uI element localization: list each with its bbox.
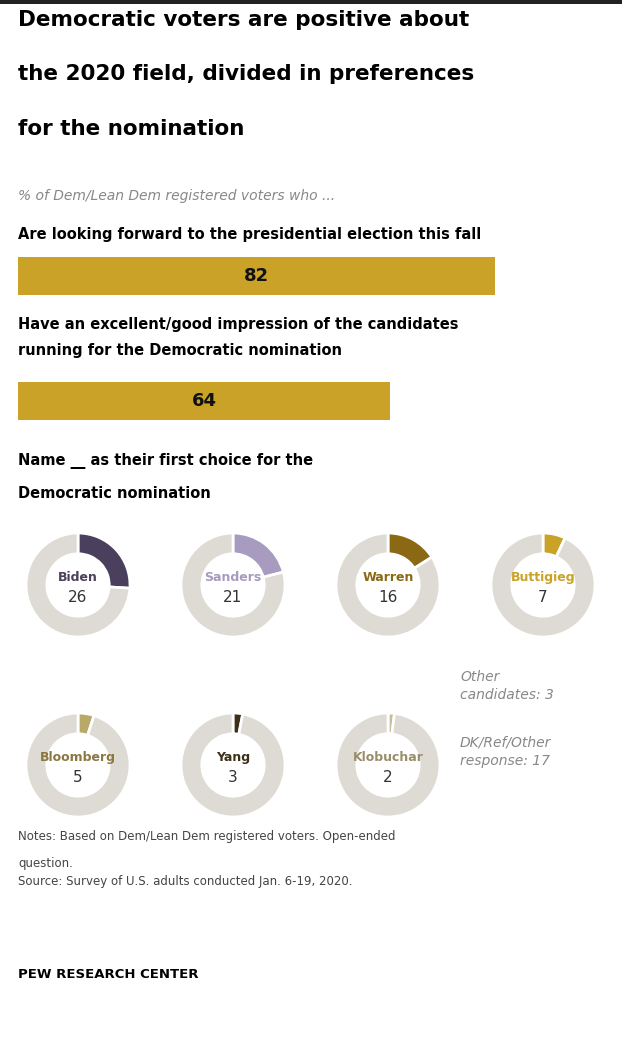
Wedge shape [233, 533, 284, 578]
Wedge shape [388, 533, 432, 568]
Wedge shape [78, 713, 94, 735]
Text: question.: question. [18, 857, 73, 869]
Text: Democratic voters are positive about: Democratic voters are positive about [18, 10, 469, 30]
Text: Buttigieg: Buttigieg [511, 571, 575, 584]
Wedge shape [181, 713, 285, 817]
Text: Are looking forward to the presidential election this fall: Are looking forward to the presidential … [18, 228, 481, 243]
Text: 7: 7 [538, 590, 548, 606]
Text: the 2020 field, divided in preferences: the 2020 field, divided in preferences [18, 64, 474, 84]
Text: Bloomberg: Bloomberg [40, 751, 116, 763]
Text: running for the Democratic nomination: running for the Democratic nomination [18, 343, 342, 358]
Wedge shape [543, 533, 565, 556]
Text: Warren: Warren [362, 571, 414, 584]
Text: Biden: Biden [58, 571, 98, 584]
Text: 64: 64 [192, 392, 216, 410]
Text: 21: 21 [223, 590, 243, 606]
Text: % of Dem/Lean Dem registered voters who ...: % of Dem/Lean Dem registered voters who … [18, 189, 335, 203]
Wedge shape [181, 533, 285, 637]
Wedge shape [26, 533, 130, 637]
Wedge shape [491, 533, 595, 637]
Wedge shape [26, 713, 130, 817]
Text: 5: 5 [73, 771, 83, 785]
Text: Yang: Yang [216, 751, 250, 763]
Text: Name __ as their first choice for the: Name __ as their first choice for the [18, 453, 313, 469]
Wedge shape [336, 713, 440, 817]
Text: for the nomination: for the nomination [18, 119, 244, 139]
Text: Democratic nomination: Democratic nomination [18, 485, 211, 501]
Text: Have an excellent/good impression of the candidates: Have an excellent/good impression of the… [18, 317, 458, 332]
Text: Source: Survey of U.S. adults conducted Jan. 6-19, 2020.: Source: Survey of U.S. adults conducted … [18, 876, 353, 888]
Text: 82: 82 [244, 267, 269, 285]
Wedge shape [233, 713, 243, 734]
Wedge shape [388, 713, 394, 734]
Wedge shape [336, 533, 440, 637]
Text: DK/Ref/Other
response: 17: DK/Ref/Other response: 17 [460, 736, 551, 769]
Text: 16: 16 [378, 590, 397, 606]
Text: Notes: Based on Dem/Lean Dem registered voters. Open-ended: Notes: Based on Dem/Lean Dem registered … [18, 830, 396, 843]
Text: 3: 3 [228, 771, 238, 785]
Text: PEW RESEARCH CENTER: PEW RESEARCH CENTER [18, 968, 198, 982]
Text: 26: 26 [68, 590, 88, 606]
Wedge shape [78, 533, 130, 588]
Text: 2: 2 [383, 771, 393, 785]
Text: Sanders: Sanders [205, 571, 262, 584]
Text: Other
candidates: 3: Other candidates: 3 [460, 670, 554, 702]
Text: Klobuchar: Klobuchar [353, 751, 424, 763]
